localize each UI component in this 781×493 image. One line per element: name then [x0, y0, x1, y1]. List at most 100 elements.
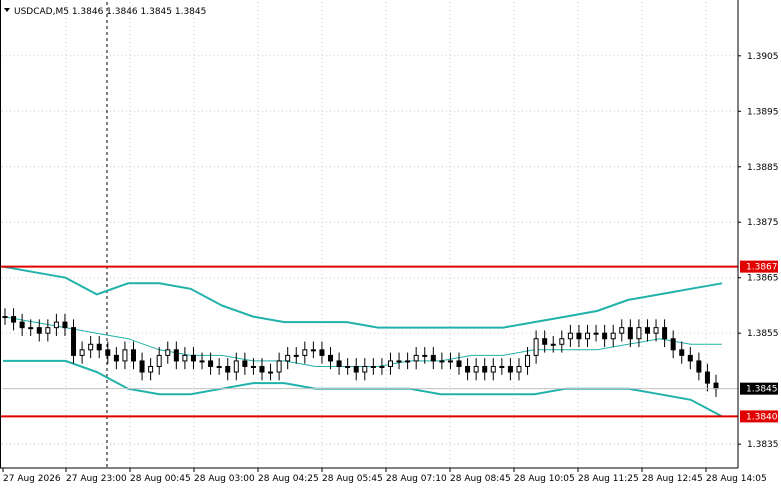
- candle: [285, 347, 291, 370]
- candle: [113, 347, 119, 370]
- candle: [602, 324, 608, 348]
- candle-body: [165, 349, 171, 356]
- x-tick-label: 28 Aug 07:10: [386, 474, 447, 484]
- candle: [79, 341, 85, 364]
- candle: [28, 319, 34, 336]
- candle-body: [156, 354, 162, 367]
- candle: [310, 341, 316, 359]
- candle: [328, 347, 334, 370]
- current-price-badge: [740, 382, 778, 395]
- candle: [704, 363, 710, 392]
- candle: [105, 341, 111, 364]
- candle-body: [11, 316, 17, 323]
- x-tick-label: 28 Aug 00:45: [130, 474, 191, 484]
- candle-body: [2, 316, 8, 319]
- candle: [190, 347, 196, 370]
- candle: [405, 352, 411, 370]
- candle-body: [696, 360, 702, 373]
- x-tick-label: 28 Aug 10:05: [514, 474, 575, 484]
- candle-body: [328, 354, 334, 362]
- horizontal-levels: 1.3867 1.3840 1.3845: [0, 260, 778, 423]
- candle: [456, 352, 462, 375]
- candle: [293, 347, 299, 364]
- x-tick-label: 28 Aug 14:05: [706, 474, 767, 484]
- candle-body: [507, 365, 513, 373]
- candle: [199, 352, 205, 370]
- candle-body: [310, 349, 316, 352]
- candle-body: [216, 365, 222, 368]
- candle-body: [79, 349, 85, 356]
- candle: [379, 358, 385, 375]
- x-tick-labels: 27 Aug 2026 27 Aug 23:00 28 Aug 00:45 28 Au…: [2, 468, 767, 484]
- candle-body: [704, 371, 710, 384]
- candle-body: [28, 327, 34, 330]
- candle-body: [576, 332, 582, 340]
- candle-body: [456, 360, 462, 367]
- candle: [122, 341, 128, 370]
- band-upper-line: [2, 265, 723, 329]
- candle-body: [499, 365, 505, 368]
- level-label: 1.3840: [746, 412, 778, 422]
- candle-body: [293, 354, 299, 357]
- x-tick-label: 27 Aug 23:00: [66, 474, 127, 484]
- candle: [627, 319, 633, 348]
- candle-body: [644, 327, 650, 334]
- candle: [225, 358, 231, 381]
- candle-body: [687, 354, 693, 362]
- candle: [550, 335, 556, 353]
- candle-body: [533, 338, 539, 356]
- candle-body: [130, 349, 136, 362]
- candle-body: [19, 321, 25, 329]
- level-badge: [740, 260, 778, 273]
- candle: [11, 308, 17, 331]
- candle-body: [670, 338, 676, 351]
- candle: [276, 352, 282, 381]
- candle-body: [525, 354, 531, 367]
- candle: [2, 308, 8, 325]
- candle: [96, 335, 102, 359]
- candle-body: [413, 354, 419, 362]
- candle-body: [71, 327, 77, 356]
- candle-body: [96, 343, 102, 351]
- candle-body: [610, 332, 616, 340]
- candle-body: [45, 327, 51, 334]
- candle: [585, 324, 591, 348]
- candle-body: [465, 365, 471, 373]
- candle-body: [233, 360, 239, 373]
- candle-body: [336, 360, 342, 367]
- candle: [156, 347, 162, 375]
- candle-body: [679, 349, 685, 356]
- candle-body: [636, 327, 642, 340]
- candle-body: [362, 365, 368, 373]
- y-tick-label: 1.3835: [747, 440, 779, 450]
- candle: [130, 341, 136, 370]
- candle: [465, 358, 471, 381]
- candle-body: [242, 360, 248, 367]
- candle-body: [208, 360, 214, 367]
- candle-body: [302, 349, 308, 356]
- candle: [336, 352, 342, 375]
- candle-body: [593, 332, 599, 335]
- symbol-dropdown-icon[interactable]: [4, 8, 10, 12]
- current-price-label: 1.3845: [746, 385, 778, 395]
- axes: [0, 0, 739, 469]
- candle-body: [276, 360, 282, 373]
- x-tick-label: 28 Aug 04:25: [258, 474, 319, 484]
- candle: [362, 358, 368, 381]
- bands: [2, 265, 723, 418]
- x-tick-label: 28 Aug 11:25: [578, 474, 639, 484]
- candle: [182, 347, 188, 370]
- candle-body: [653, 327, 659, 334]
- candle-body: [53, 321, 59, 329]
- candle: [148, 358, 154, 381]
- candle: [619, 319, 625, 342]
- candle: [696, 352, 702, 381]
- candle-body: [319, 349, 325, 356]
- candle: [71, 319, 77, 364]
- candle: [559, 330, 565, 353]
- candle: [345, 358, 351, 375]
- candle-body: [88, 343, 94, 351]
- candle-body: [353, 365, 359, 373]
